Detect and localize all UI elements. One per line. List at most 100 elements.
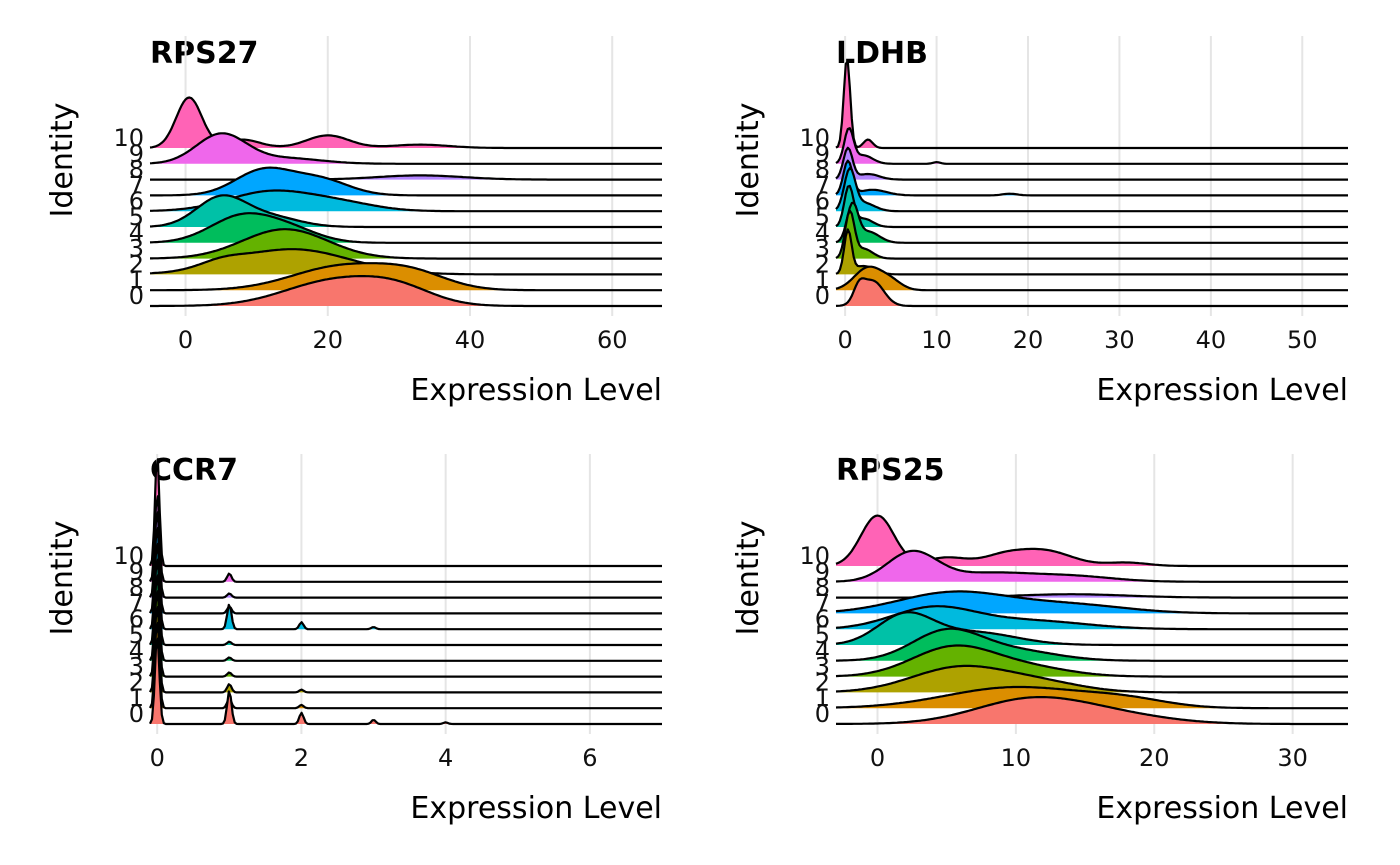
panel-rps25: RPS25 Expression Level Identity 0 10 20 30 0… <box>731 453 1348 826</box>
y-tick-label: 5 <box>815 621 830 649</box>
y-tick-label: 1 <box>815 266 830 294</box>
ridge-fill <box>836 229 1348 275</box>
ridge-outline <box>836 696 1348 726</box>
ridge-fill <box>150 512 662 598</box>
plot-area <box>835 36 1348 316</box>
y-tick-label: 0 <box>815 700 830 728</box>
ridge-group-1 <box>835 685 1348 710</box>
x-tick-label: 30 <box>1104 326 1135 354</box>
y-tick-label: 2 <box>129 250 144 278</box>
y-tick-label: 7 <box>129 589 144 617</box>
ridge-outline <box>148 558 662 647</box>
ridge-fill <box>150 249 662 275</box>
y-tick-label: 6 <box>815 187 830 215</box>
x-tick-label: 2 <box>294 744 309 772</box>
ridge-group-3 <box>835 209 1348 260</box>
ridge-fill <box>150 496 662 582</box>
ridge-fill <box>836 128 1348 164</box>
ridge-outline <box>835 201 1348 244</box>
ridge-group-4 <box>835 201 1348 244</box>
ridge-outline <box>835 228 1348 276</box>
ridge-group-5 <box>835 184 1348 229</box>
y-tick-label: 3 <box>129 653 144 681</box>
x-axis-title: Expression Level <box>410 373 662 408</box>
y-tick-label: 0 <box>129 700 144 728</box>
y-tick-label: 3 <box>815 235 830 263</box>
ridge-fill <box>150 263 662 291</box>
y-tick-label: 9 <box>129 558 144 586</box>
y-tick-label: 6 <box>129 187 144 215</box>
ridge-group-9 <box>149 132 662 165</box>
y-tick-label: 8 <box>129 574 144 602</box>
y-tick-label: 10 <box>113 124 144 152</box>
ridge-outline <box>835 685 1348 710</box>
y-tick-label: 7 <box>815 171 830 199</box>
ridge-fill <box>836 168 1348 212</box>
ridge-group-3 <box>148 590 662 678</box>
ridge-outline <box>835 184 1348 229</box>
x-axis-title: Expression Level <box>1096 373 1348 408</box>
panel-title: CCR7 <box>150 453 238 488</box>
y-tick-label: 10 <box>799 124 830 152</box>
ridge-outline <box>150 262 662 292</box>
ridge-outline <box>148 458 662 568</box>
ridge-fill <box>836 160 1348 196</box>
y-tick-label: 2 <box>815 668 830 696</box>
ridge-outline <box>835 265 1348 292</box>
ridge-outline <box>148 590 662 678</box>
y-tick-label: 7 <box>129 171 144 199</box>
x-tick-label: 4 <box>438 744 453 772</box>
ridge-group-0 <box>148 637 662 726</box>
panel-ldhb: LDHB Expression Level Identity 0 10 20 30 40… <box>731 36 1348 408</box>
ridge-fill <box>150 527 662 614</box>
ridge-fill <box>836 185 1348 227</box>
ridge-outline <box>835 611 1348 647</box>
x-tick-label: 0 <box>150 744 165 772</box>
panel-ccr7: CCR7 Expression Level Identity 0 2 4 601234… <box>45 453 662 826</box>
y-axis-title: Identity <box>731 103 766 218</box>
ridge-outline <box>148 511 662 599</box>
y-tick-label: 5 <box>815 203 830 231</box>
ridge-group-1 <box>150 262 662 292</box>
y-tick-label: 7 <box>815 589 830 617</box>
y-tick-label: 8 <box>815 156 830 184</box>
ridge-fill <box>150 190 662 212</box>
x-tick-label: 10 <box>1001 744 1032 772</box>
ridge-group-7 <box>835 590 1348 615</box>
ridge-fill <box>836 202 1348 243</box>
y-tick-label: 4 <box>815 219 830 247</box>
ridge-fill <box>836 61 1348 148</box>
ridge-group-10 <box>835 60 1348 150</box>
x-tick-label: 20 <box>1139 744 1170 772</box>
plot-area <box>835 454 1348 734</box>
y-tick-label: 2 <box>815 250 830 278</box>
x-tick-label: 10 <box>921 326 952 354</box>
ridge-outline <box>835 644 1348 678</box>
x-tick-label: 40 <box>455 326 486 354</box>
ridge-outline <box>835 605 1348 631</box>
ridge-outline <box>835 549 1348 583</box>
ridge-outline <box>835 590 1348 615</box>
x-tick-label: 0 <box>838 326 853 354</box>
y-tick-label: 4 <box>815 637 830 665</box>
ridge-outline <box>835 277 1348 308</box>
x-tick-label: 6 <box>582 744 597 772</box>
ridge-group-8 <box>148 511 662 599</box>
x-tick-label: 0 <box>870 744 885 772</box>
y-tick-label: 0 <box>129 282 144 310</box>
plot-area <box>148 454 662 734</box>
y-tick-label: 2 <box>129 668 144 696</box>
y-tick-label: 1 <box>129 684 144 712</box>
ridge-fill <box>836 591 1348 614</box>
x-tick-label: 20 <box>313 326 344 354</box>
ridge-fill <box>836 550 1348 582</box>
y-tick-label: 5 <box>129 621 144 649</box>
ridge-fill <box>150 167 662 196</box>
ridge-group-1 <box>835 265 1348 292</box>
ridge-fill <box>150 622 662 709</box>
x-tick-label: 30 <box>1277 744 1308 772</box>
panel-rps27: RPS27 Expression Level Identity 0 20 40 60 0… <box>45 36 662 408</box>
ridge-group-6 <box>835 605 1348 631</box>
y-tick-label: 8 <box>815 574 830 602</box>
